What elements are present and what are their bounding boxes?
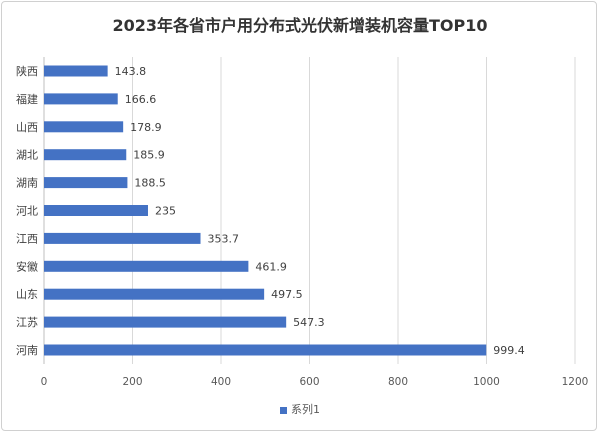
data-label: 547.3: [293, 316, 325, 329]
data-label: 497.5: [271, 288, 303, 301]
x-tick-label: 1200: [562, 376, 589, 388]
bar: [44, 205, 148, 216]
bar: [44, 177, 128, 189]
legend-swatch: [280, 406, 287, 414]
x-tick-label: 200: [122, 376, 142, 388]
category-label: 山西: [16, 121, 38, 134]
data-label: 235: [155, 205, 176, 218]
legend: 系列1: [0, 401, 600, 417]
x-tick-label: 1000: [473, 376, 500, 388]
bar: [44, 260, 249, 272]
category-label: 湖北: [16, 149, 38, 162]
category-label: 河北: [16, 205, 38, 218]
data-label: 185.9: [133, 149, 165, 162]
bar: [44, 149, 127, 161]
bar: [44, 344, 487, 356]
chart-title: 2023年各省市户用分布式光伏新增装机容量TOP10: [112, 16, 488, 35]
x-tick-label: 600: [299, 376, 319, 388]
data-label: 178.9: [130, 121, 162, 134]
category-label: 江苏: [16, 316, 38, 329]
category-label: 福建: [16, 92, 38, 106]
data-label: 188.5: [134, 177, 166, 190]
bar: [44, 288, 265, 300]
category-label: 河南: [16, 344, 38, 357]
bar: [44, 232, 201, 244]
x-tick-label: 400: [211, 376, 231, 388]
x-tick-label: 800: [388, 376, 408, 388]
data-label: 353.7: [208, 232, 240, 245]
data-label: 166.6: [125, 93, 156, 106]
bar: [44, 93, 118, 105]
category-label: 江西: [16, 232, 38, 245]
x-tick-label: 0: [41, 376, 48, 388]
bar: [44, 316, 287, 328]
bar: [44, 65, 108, 77]
data-label: 999.4: [493, 344, 525, 357]
category-label: 安徽: [16, 259, 38, 273]
category-label: 湖南: [16, 177, 38, 190]
data-label: 143.8: [115, 65, 147, 78]
data-label: 461.9: [255, 260, 287, 273]
legend-label: 系列1: [291, 403, 320, 416]
category-label: 陕西: [16, 64, 38, 78]
bar: [44, 121, 124, 133]
category-label: 山东: [16, 288, 38, 301]
